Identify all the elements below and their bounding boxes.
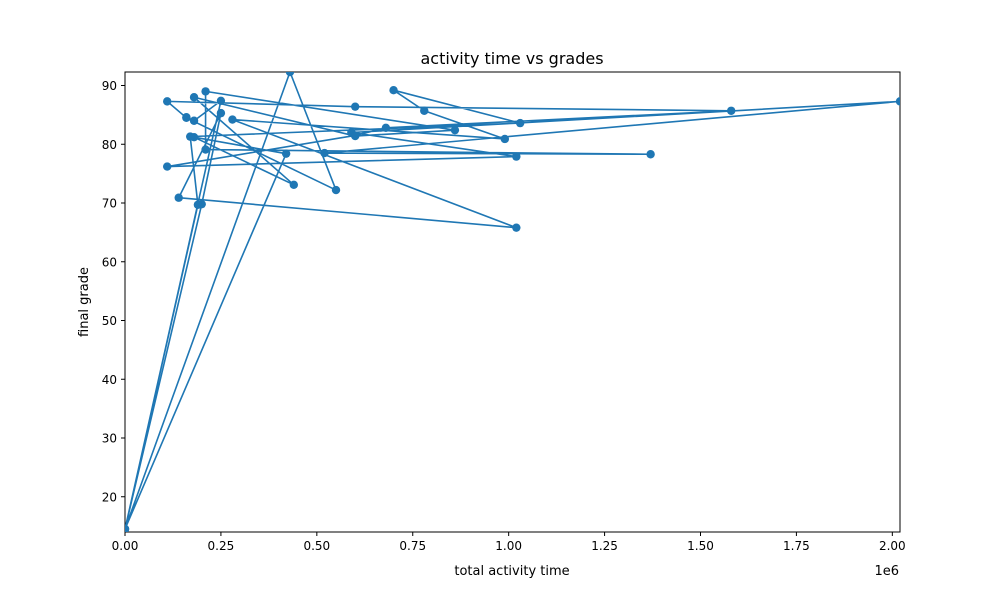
data-point	[125, 524, 130, 532]
x-axis-label: total activity time	[454, 564, 569, 579]
data-point	[216, 96, 226, 105]
data-point	[331, 185, 341, 195]
data-point	[512, 152, 521, 161]
data-point	[726, 106, 736, 115]
data-point	[500, 134, 510, 144]
x-axis-offset-label: 1e6	[874, 564, 899, 579]
data-point	[216, 108, 226, 118]
x-tick-label: 0.50	[303, 539, 330, 553]
data-point	[174, 193, 183, 202]
data-point	[228, 115, 237, 124]
data-point	[163, 97, 172, 106]
data-point	[201, 145, 210, 154]
data-point	[182, 113, 191, 122]
y-tick-label: 70	[102, 197, 117, 211]
data-point	[201, 87, 210, 96]
y-tick-label: 90	[102, 79, 117, 93]
data-point	[186, 132, 195, 141]
y-tick-label: 60	[102, 255, 117, 269]
plot-frame	[124, 71, 901, 533]
y-tick-label: 20	[102, 490, 117, 504]
chart-title: activity time vs grades	[420, 49, 603, 68]
data-point	[351, 102, 360, 111]
x-tick-label: 1.00	[495, 539, 522, 553]
data-point	[646, 150, 655, 159]
data-layer	[125, 72, 900, 532]
data-point	[189, 116, 199, 125]
data-point	[389, 86, 398, 95]
data-point	[281, 149, 291, 158]
y-tick-label: 80	[102, 138, 117, 152]
data-point	[289, 180, 299, 189]
x-tick-label: 0.25	[208, 539, 235, 553]
x-tick-label: 0.75	[399, 539, 426, 553]
y-tick-label: 30	[102, 432, 117, 446]
x-tick-label: 1.25	[591, 539, 618, 553]
data-point	[320, 148, 329, 158]
y-axis-label: final grade	[77, 267, 92, 337]
x-tick-label: 1.75	[783, 539, 810, 553]
y-tick-label: 40	[102, 373, 117, 387]
data-point	[895, 97, 900, 106]
data-point	[420, 106, 429, 115]
y-tick-label: 50	[102, 314, 117, 328]
data-point	[381, 123, 391, 133]
data-point	[515, 118, 525, 128]
data-point	[512, 223, 521, 232]
x-tick-label: 2.00	[879, 539, 906, 553]
data-point	[163, 162, 172, 171]
data-point	[193, 200, 203, 209]
data-point	[285, 72, 295, 77]
data-point	[450, 125, 460, 135]
axes: 0.00 0.25 0.50 0.75 1.00 1.25 1.50 1.75 2.00 20 30…	[102, 71, 906, 553]
data-point	[351, 131, 360, 141]
data-point	[189, 93, 199, 102]
x-tick-label: 1.50	[687, 539, 714, 553]
x-tick-label: 0.00	[112, 539, 139, 553]
